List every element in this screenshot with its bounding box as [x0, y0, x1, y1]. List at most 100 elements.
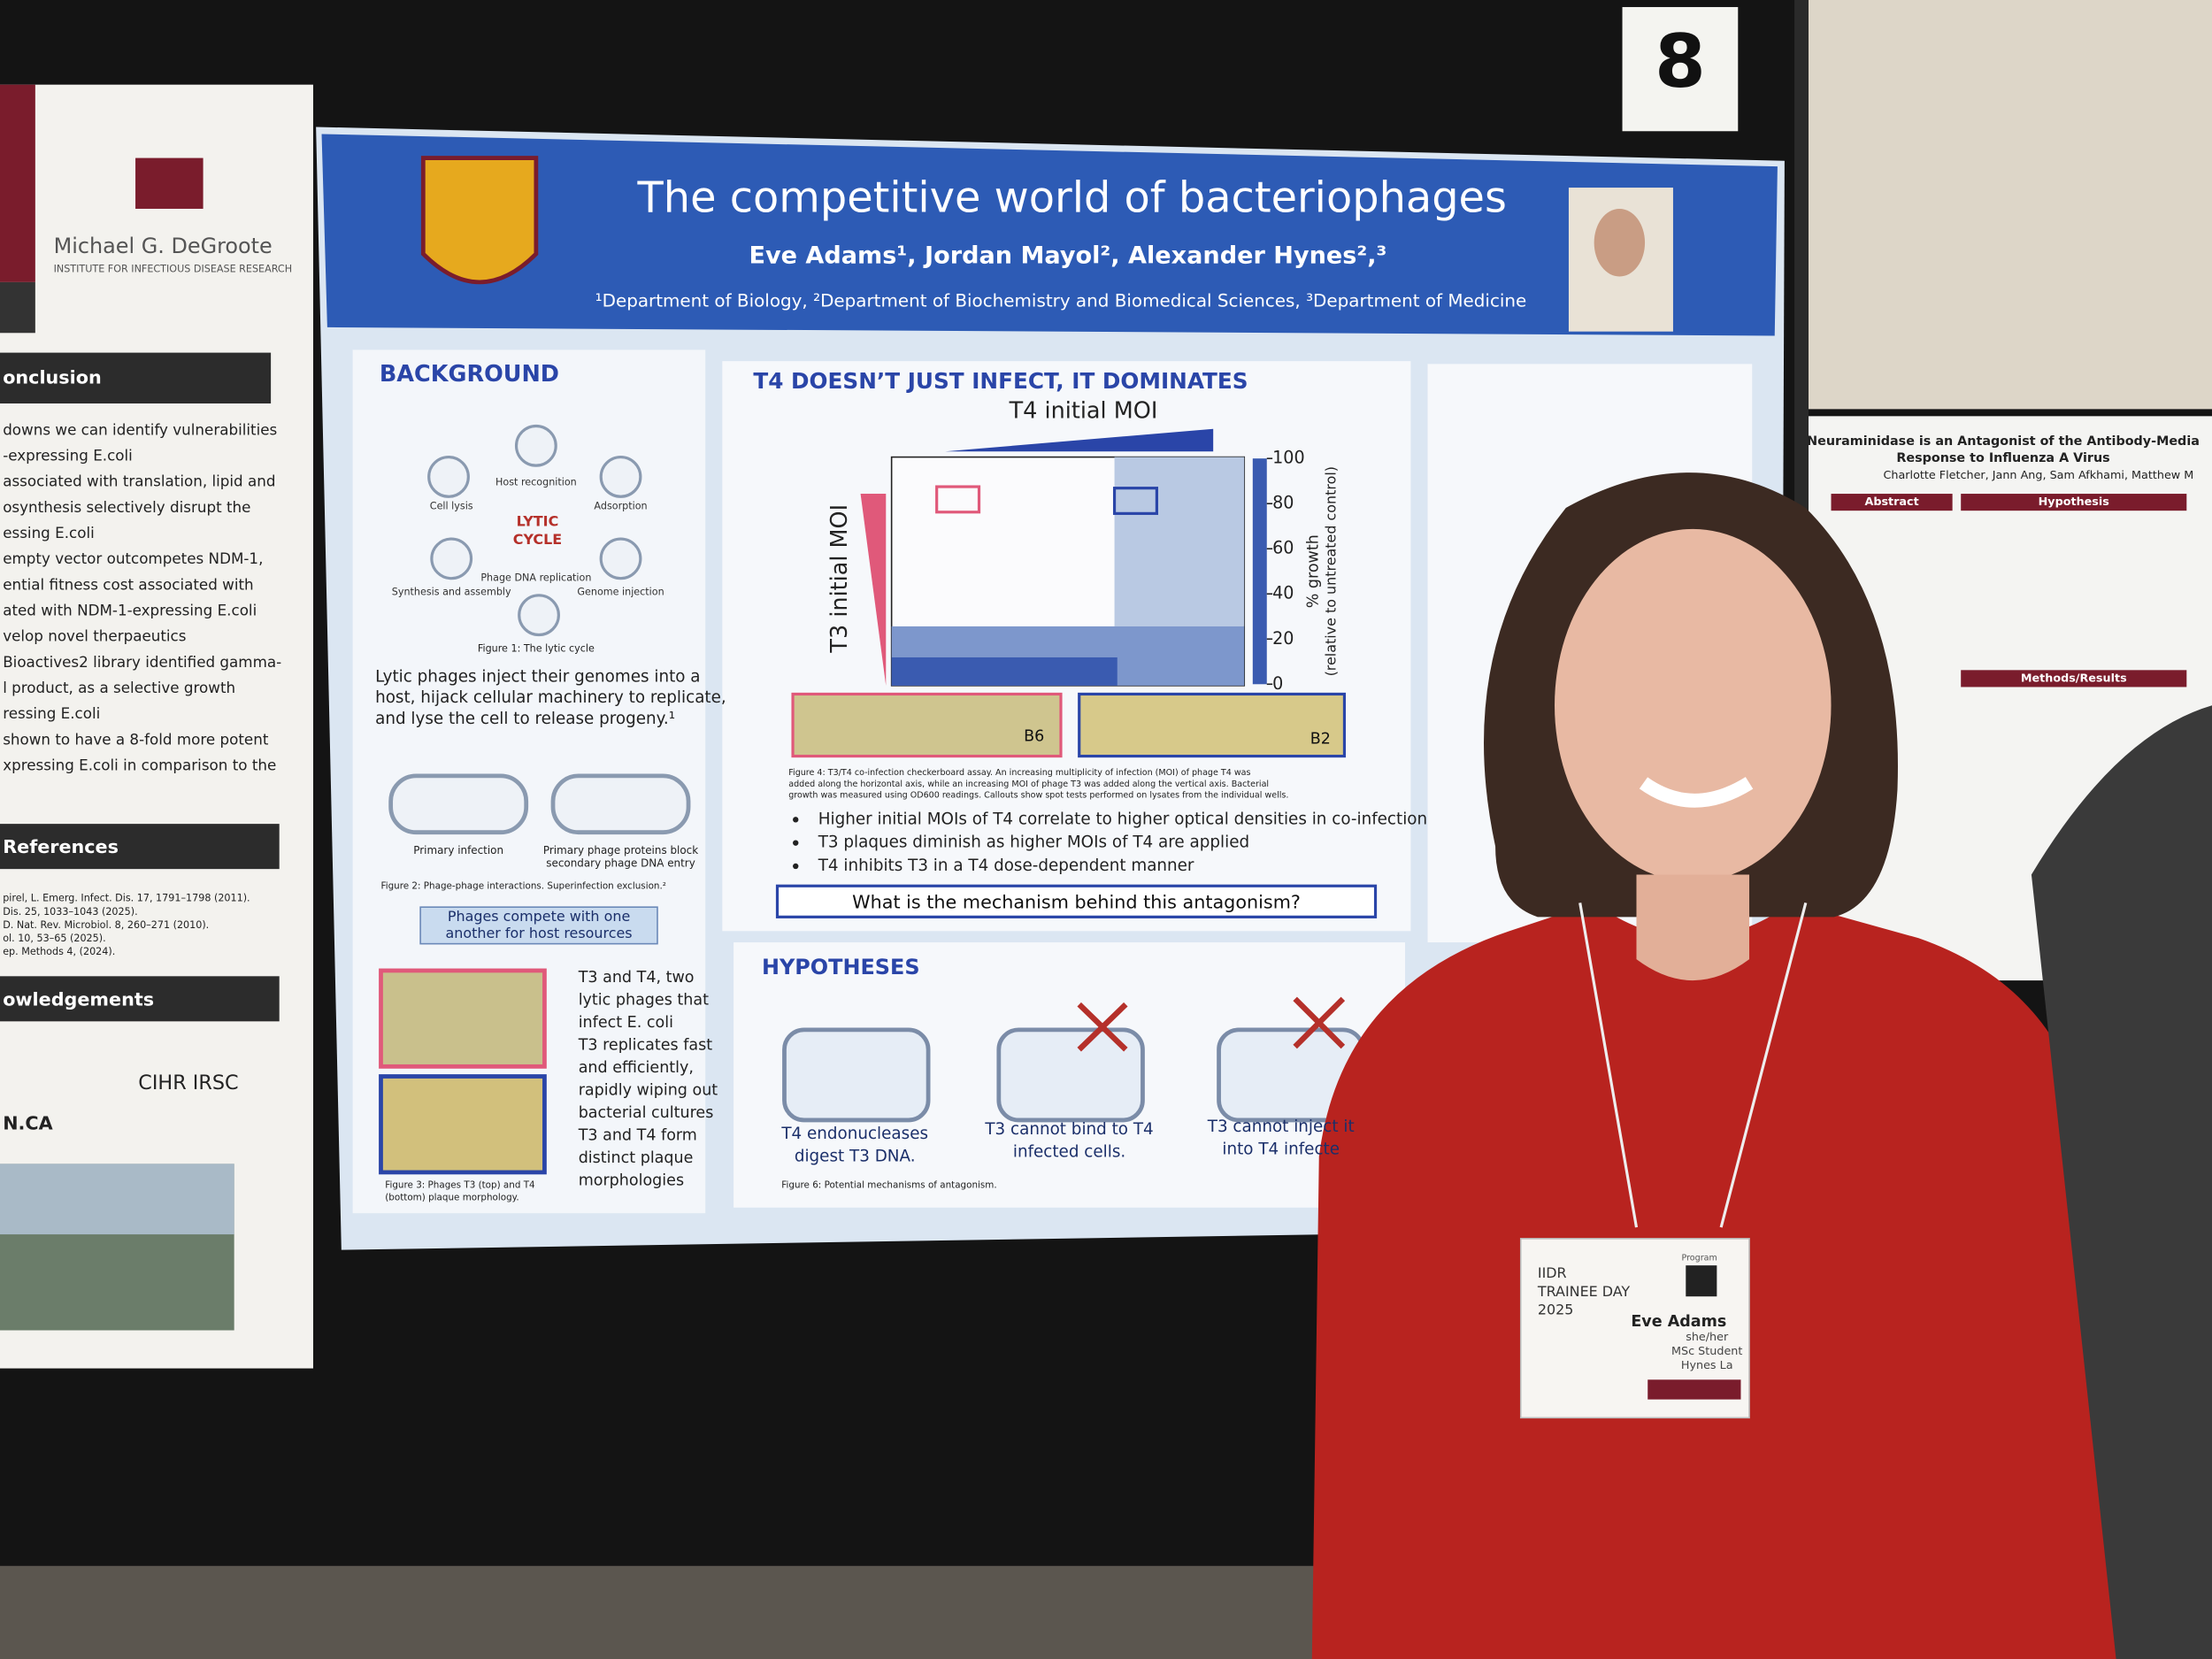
conclusion-text: l product, as a selective growth [3, 679, 235, 696]
figure-caption: Figure 1: The lytic cycle [478, 642, 595, 654]
plaque-text: rapidly wiping out [579, 1081, 718, 1099]
bullet-text: T4 inhibits T3 in a T4 dose-dependent ma… [818, 856, 1194, 875]
cell-icon [599, 455, 642, 498]
conclusion-text: ential fitness cost associated with [3, 575, 253, 593]
badge-details: Hynes La [1681, 1359, 1733, 1372]
figure-caption: Figure 2: Phage-phage interactions. Supe… [380, 880, 665, 891]
badge-program: Program [1682, 1254, 1717, 1263]
plaque-text: bacterial cultures [579, 1104, 714, 1122]
question-box [775, 884, 1378, 918]
conclusion-text: xpressing E.coli in comparison to the [3, 757, 276, 774]
section-bar [0, 976, 280, 1022]
badge-details: she/her [1686, 1331, 1729, 1344]
institute-logo [135, 157, 204, 209]
hypothesis-text: T4 endonucleases [780, 1125, 928, 1143]
conclusion-text: associated with translation, lipid and [3, 472, 275, 490]
cell-icon [599, 537, 642, 580]
cell-icon [388, 773, 529, 835]
poster-title: The competitive world of bacteriophages [637, 173, 1507, 222]
hypothesis-text: T3 cannot inject it [1207, 1118, 1355, 1136]
axis-label: T4 initial MOI [1009, 398, 1158, 425]
bullet-text: T3 plaques diminish as higher MOIs of T4… [818, 833, 1249, 852]
figure-caption: Figure 3: Phages T3 (top) and T4 [385, 1179, 535, 1190]
callout-well [935, 485, 981, 514]
body-text: and lyse the cell to release progeny.¹ [375, 710, 675, 728]
number-card [1622, 6, 1739, 132]
plaque-text: T3 replicates fast [578, 1036, 713, 1054]
badge-event: TRAINEE DAY [1537, 1283, 1631, 1300]
university-crest [420, 156, 539, 285]
conclusion-text: velop novel therpaeutics [3, 627, 186, 645]
bullet-dot [793, 863, 799, 870]
cycle-center: CYCLE [513, 531, 562, 548]
conclusion-text: Bioactives2 library identified gamma- [3, 653, 281, 671]
left-accent [0, 281, 35, 334]
cycle-label: Cell lysis [430, 500, 473, 511]
cell-icon [550, 773, 691, 835]
conclusion-text: shown to have a 8-fold more potent [3, 730, 269, 748]
heatmap-region [1114, 457, 1245, 626]
back-wall [1805, 0, 2212, 410]
cell-drawing [996, 1027, 1145, 1123]
colorbar-tick-label: 40 [1272, 583, 1294, 603]
hypothesis-text: T3 cannot bind to T4 [984, 1120, 1153, 1139]
reference-text: ol. 10, 53–65 (2025). [3, 933, 105, 944]
number: 8 [1655, 19, 1706, 104]
poster-header [321, 134, 1778, 336]
bullet-dot [793, 840, 799, 846]
cycle-label: Host recognition [495, 476, 577, 488]
logo-text: N.CA [3, 1113, 52, 1134]
right-section-bar [1831, 494, 1953, 511]
right-poster-heading: Hypothesis [2039, 495, 2109, 509]
colorbar-tick-label: 80 [1272, 493, 1294, 513]
cell-icon [518, 594, 560, 637]
reference-text: pirel, L. Emerg. Infect. Dis. 17, 1791–1… [3, 893, 250, 904]
colorbar-tick-label: 60 [1272, 538, 1294, 558]
hypothesis-text: digest T3 DNA. [795, 1147, 916, 1165]
cycle-label: Phage DNA replication [480, 572, 591, 584]
figure-label: Primary phage proteins block [543, 844, 698, 856]
section-heading: HYPOTHESES [762, 955, 920, 979]
hypothesis-text: infected cells. [1013, 1143, 1125, 1162]
colorbar-label: % growth [1304, 534, 1322, 608]
t4-plaques [379, 1074, 547, 1175]
plaque-text: T3 and T4, two [578, 969, 695, 987]
colorbar [1252, 458, 1267, 685]
t3-ramp [860, 494, 887, 686]
hypothesis-text: into T4 infecte [1222, 1140, 1340, 1158]
well-label: B6 [1024, 727, 1044, 745]
lanyard [1578, 902, 1808, 1228]
conclusion-text: osynthesis selectively disrupt the [3, 498, 250, 516]
cell-icon [430, 537, 473, 580]
section-bar [0, 352, 272, 403]
colorbar-tick-label: 100 [1272, 448, 1305, 468]
bullet-text: Higher initial MOIs of T4 correlate to h… [818, 810, 1427, 828]
group-photo-sky [0, 1164, 234, 1235]
logo-text: CIHR IRSC [138, 1071, 238, 1094]
reference-text: Dis. 25, 1033–1043 (2025). [3, 906, 137, 918]
left-poster [0, 84, 313, 1369]
conclusion-text: essing E.coli [3, 524, 95, 541]
figure-label: secondary phage DNA entry [546, 856, 695, 869]
section-heading: References [3, 836, 119, 857]
cycle-center: LYTIC [517, 512, 559, 529]
colorbar-label: (relative to untreated control) [1323, 466, 1340, 676]
callout-box [419, 906, 658, 945]
right-section-bar [1961, 494, 2187, 511]
figure-label: Primary infection [413, 844, 503, 856]
conclusion-text: ressing E.coli [3, 704, 100, 722]
spot-test [1078, 692, 1347, 758]
conclusion-text: downs we can identify vulnerabilities [3, 420, 277, 438]
plaque-text: infect E. coli [579, 1014, 673, 1032]
badge-details: MSc Student [1671, 1345, 1742, 1358]
heatmap-region [891, 657, 1118, 686]
callout-text: another for host resources [446, 925, 633, 941]
cell-drawing [782, 1027, 931, 1123]
institute-name: INSTITUTE FOR INFECTIOUS DISEASE RESEARC… [54, 264, 293, 275]
right-poster-title: Neuraminidase is an Antagonist of the An… [1807, 434, 2200, 449]
section-heading: BACKGROUND [380, 361, 559, 388]
cycle-label: Adsorption [594, 500, 647, 511]
smile [1639, 777, 1754, 808]
reference-text: D. Nat. Rev. Microbiol. 8, 260–271 (2010… [3, 919, 209, 931]
